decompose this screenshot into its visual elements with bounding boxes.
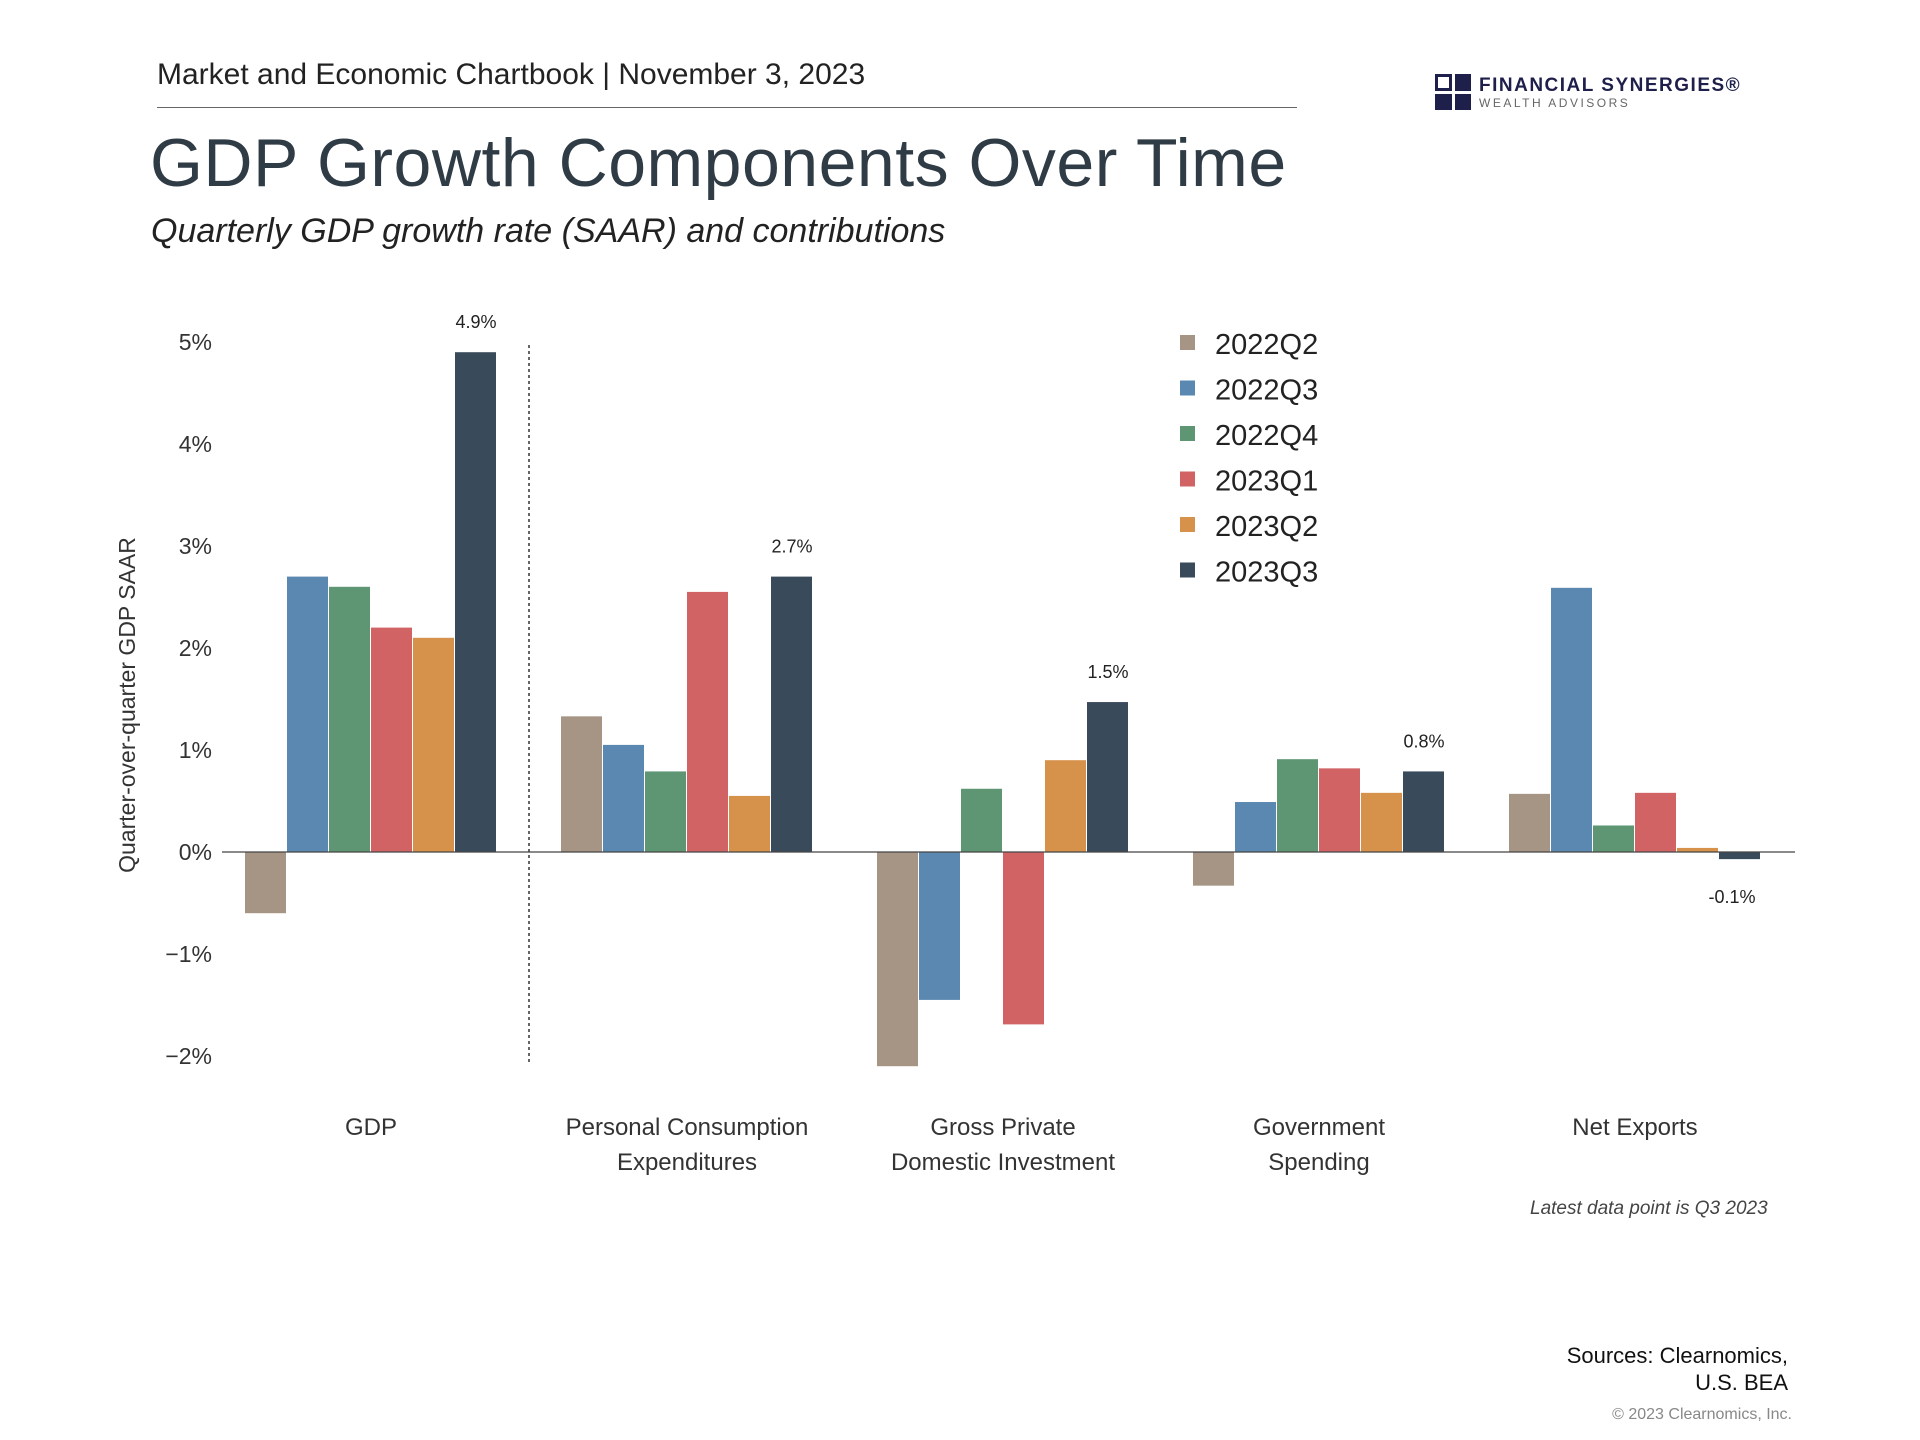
bar-2022q4-cat0 (329, 586, 370, 852)
category-label: Spending (1268, 1149, 1369, 1176)
y-tick-label: 3% (179, 533, 212, 559)
bar-2023q1-cat0 (371, 627, 412, 852)
legend-swatch-2023q3 (1180, 562, 1195, 578)
legend-label: 2022Q3 (1215, 375, 1318, 407)
category-label: Net Exports (1572, 1114, 1697, 1141)
bar-2023q1-cat3 (1319, 768, 1360, 852)
legend-swatch-2023q1 (1180, 471, 1195, 487)
y-tick-label: 1% (179, 737, 212, 763)
bar-2022q3-cat0 (287, 576, 328, 852)
bar-2022q3-cat3 (1235, 802, 1276, 852)
legend-label: 2023Q1 (1215, 466, 1318, 498)
y-tick-label: 0% (179, 839, 212, 865)
category-label: GDP (345, 1114, 397, 1141)
copyright: © 2023 Clearnomics, Inc. (1612, 1406, 1792, 1423)
bar-2023q3-cat0 (455, 352, 496, 852)
bar-2022q2-cat2 (877, 852, 918, 1067)
sources-line-2: U.S. BEA (1695, 1370, 1788, 1395)
bar-2022q4-cat4 (1593, 825, 1634, 852)
legend-swatch-2022q2 (1180, 335, 1195, 350)
category-label: Domestic Investment (891, 1149, 1115, 1176)
y-tick-label: −1% (165, 941, 212, 967)
legend-swatch-2022q4 (1180, 426, 1195, 441)
bar-2023q2-cat0 (413, 637, 454, 852)
logo-mark-icon (1435, 74, 1471, 110)
bar-2022q3-cat2 (919, 852, 960, 1000)
category-label: Gross Private (930, 1114, 1075, 1141)
legend-label: 2023Q2 (1215, 511, 1318, 543)
bar-2023q3-cat2 (1087, 702, 1128, 852)
bar-2023q3-cat4 (1719, 852, 1760, 860)
page-subtitle: Quarterly GDP growth rate (SAAR) and con… (151, 212, 946, 250)
bar-2022q3-cat1 (603, 744, 644, 852)
bar-2022q4-cat1 (645, 771, 686, 852)
data-label: 0.8% (1403, 731, 1444, 751)
y-tick-label: 5% (179, 329, 212, 355)
bar-2022q4-cat2 (961, 788, 1002, 852)
data-label: 4.9% (455, 312, 496, 332)
bar-2023q1-cat2 (1003, 852, 1044, 1025)
bar-2023q3-cat1 (771, 576, 812, 852)
data-label: -0.1% (1708, 887, 1755, 907)
y-tick-label: −2% (165, 1043, 212, 1069)
legend-swatch-2023q2 (1180, 517, 1195, 532)
bar-2022q3-cat4 (1551, 587, 1592, 852)
legend-label: 2022Q4 (1215, 420, 1318, 452)
logo-name: FINANCIAL SYNERGIES® (1479, 74, 1742, 96)
data-label: 1.5% (1087, 662, 1128, 682)
y-tick-label: 4% (179, 431, 212, 457)
sources-line-1: Sources: Clearnomics, (1566, 1343, 1788, 1368)
bar-2023q1-cat1 (687, 591, 728, 852)
category-label: Expenditures (617, 1149, 757, 1176)
legend-label: 2023Q3 (1215, 557, 1318, 589)
bar-2023q2-cat3 (1361, 792, 1402, 852)
bar-2023q2-cat1 (729, 795, 770, 852)
bar-2022q2-cat1 (561, 716, 602, 852)
latest-data-note: Latest data point is Q3 2023 (1530, 1198, 1768, 1219)
chartbook-header: Market and Economic Chartbook | November… (157, 58, 866, 91)
data-label: 2.7% (771, 537, 812, 557)
bar-2022q2-cat4 (1509, 793, 1550, 852)
header-divider (157, 107, 1297, 108)
bar-2023q3-cat3 (1403, 771, 1444, 852)
sources: Sources: Clearnomics, U.S. BEA (1567, 1342, 1788, 1396)
bar-2022q4-cat3 (1277, 759, 1318, 852)
legend-label: 2022Q2 (1215, 329, 1318, 361)
bar-2022q2-cat0 (245, 852, 286, 914)
legend-swatch-2022q3 (1180, 380, 1195, 396)
category-label: Government (1253, 1114, 1385, 1141)
bar-2023q2-cat4 (1677, 847, 1718, 852)
page-title: GDP Growth Components Over Time (150, 125, 1287, 201)
logo-subtitle: WEALTH ADVISORS (1479, 95, 1631, 110)
company-logo: FINANCIAL SYNERGIES® WEALTH ADVISORS (1435, 74, 1741, 110)
bar-2023q2-cat2 (1045, 760, 1086, 852)
y-tick-label: 2% (179, 635, 212, 661)
bar-2022q2-cat3 (1193, 852, 1234, 886)
category-label: Personal Consumption (566, 1114, 809, 1141)
bar-2023q1-cat4 (1635, 792, 1676, 852)
y-axis-label: Quarter-over-quarter GDP SAAR (114, 537, 140, 873)
